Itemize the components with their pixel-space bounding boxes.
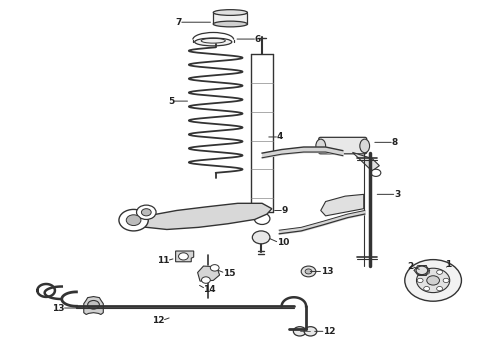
Circle shape: [371, 169, 381, 176]
Circle shape: [405, 260, 462, 301]
Circle shape: [427, 276, 440, 285]
Circle shape: [254, 213, 270, 225]
Polygon shape: [197, 266, 220, 281]
Circle shape: [424, 270, 430, 274]
Circle shape: [126, 215, 141, 226]
Circle shape: [142, 209, 151, 216]
Text: 3: 3: [394, 190, 400, 199]
Circle shape: [137, 205, 156, 220]
Circle shape: [437, 270, 442, 274]
Text: 6: 6: [255, 35, 261, 44]
Circle shape: [88, 301, 99, 309]
Circle shape: [294, 327, 306, 336]
Text: 9: 9: [282, 206, 288, 215]
Polygon shape: [130, 203, 272, 229]
Text: 8: 8: [392, 138, 398, 147]
Circle shape: [416, 268, 450, 293]
Circle shape: [210, 265, 219, 271]
Ellipse shape: [316, 139, 326, 153]
Circle shape: [437, 287, 442, 291]
FancyBboxPatch shape: [213, 13, 247, 24]
Circle shape: [424, 287, 430, 291]
Polygon shape: [84, 297, 103, 315]
Polygon shape: [321, 194, 364, 216]
Circle shape: [301, 266, 316, 277]
Text: 12: 12: [152, 316, 164, 325]
Text: 15: 15: [223, 269, 236, 278]
Text: 11: 11: [157, 256, 169, 265]
Circle shape: [417, 278, 423, 283]
Text: 5: 5: [168, 96, 174, 105]
Text: 14: 14: [203, 284, 216, 293]
Text: 10: 10: [277, 238, 289, 247]
Ellipse shape: [213, 10, 247, 15]
Text: 1: 1: [445, 260, 452, 269]
Polygon shape: [352, 152, 379, 171]
Text: 13: 13: [321, 267, 333, 276]
Text: 12: 12: [323, 327, 336, 336]
Text: 7: 7: [175, 18, 181, 27]
Text: 4: 4: [277, 132, 283, 141]
Circle shape: [252, 231, 270, 244]
Circle shape: [201, 277, 210, 283]
FancyBboxPatch shape: [319, 137, 367, 154]
Circle shape: [305, 269, 312, 274]
Circle shape: [304, 327, 317, 336]
Text: 2: 2: [407, 262, 414, 271]
Ellipse shape: [213, 21, 247, 27]
Circle shape: [178, 253, 188, 260]
Circle shape: [119, 210, 148, 231]
Circle shape: [416, 266, 428, 275]
Ellipse shape: [360, 139, 369, 153]
Polygon shape: [175, 251, 194, 262]
Ellipse shape: [195, 38, 232, 46]
Circle shape: [443, 278, 449, 283]
Text: 13: 13: [52, 303, 64, 312]
